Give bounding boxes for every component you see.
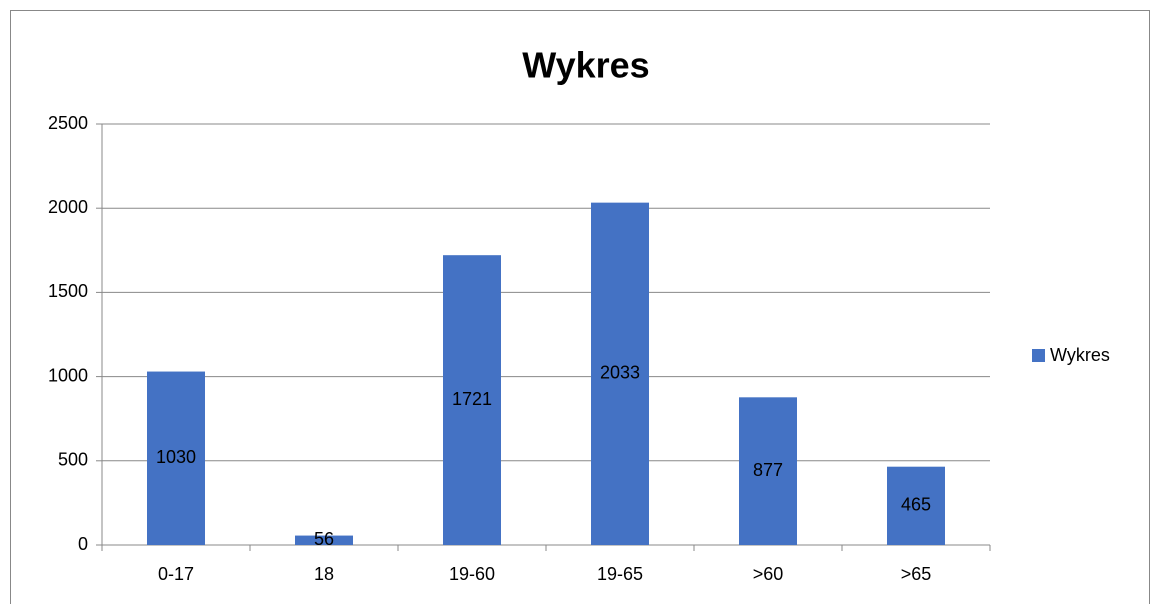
y-tick-label: 1500 (48, 281, 88, 301)
y-tick-label: 500 (58, 450, 88, 470)
bar (739, 397, 797, 545)
data-label: 465 (901, 495, 931, 515)
y-tick-label: 2500 (48, 113, 88, 133)
legend-swatch (1032, 349, 1045, 362)
data-label: 1721 (452, 389, 492, 409)
legend-label: Wykres (1050, 345, 1110, 365)
data-label: 1030 (156, 447, 196, 467)
y-tick-label: 2000 (48, 197, 88, 217)
bar (887, 466, 945, 545)
x-tick-label: >60 (753, 564, 784, 584)
y-tick-label: 1000 (48, 365, 88, 385)
chart-title: Wykres (522, 45, 649, 86)
data-label: 2033 (600, 363, 640, 383)
data-label: 56 (314, 529, 334, 549)
x-tick-label: 18 (314, 564, 334, 584)
data-label: 877 (753, 460, 783, 480)
bar (591, 202, 649, 545)
x-tick-label: 0-17 (158, 564, 194, 584)
bar (147, 371, 205, 545)
x-tick-label: 19-65 (597, 564, 643, 584)
bar (295, 535, 353, 545)
x-tick-label: 19-60 (449, 564, 495, 584)
bar (443, 255, 501, 545)
x-tick-label: >65 (901, 564, 932, 584)
y-tick-label: 0 (78, 534, 88, 554)
